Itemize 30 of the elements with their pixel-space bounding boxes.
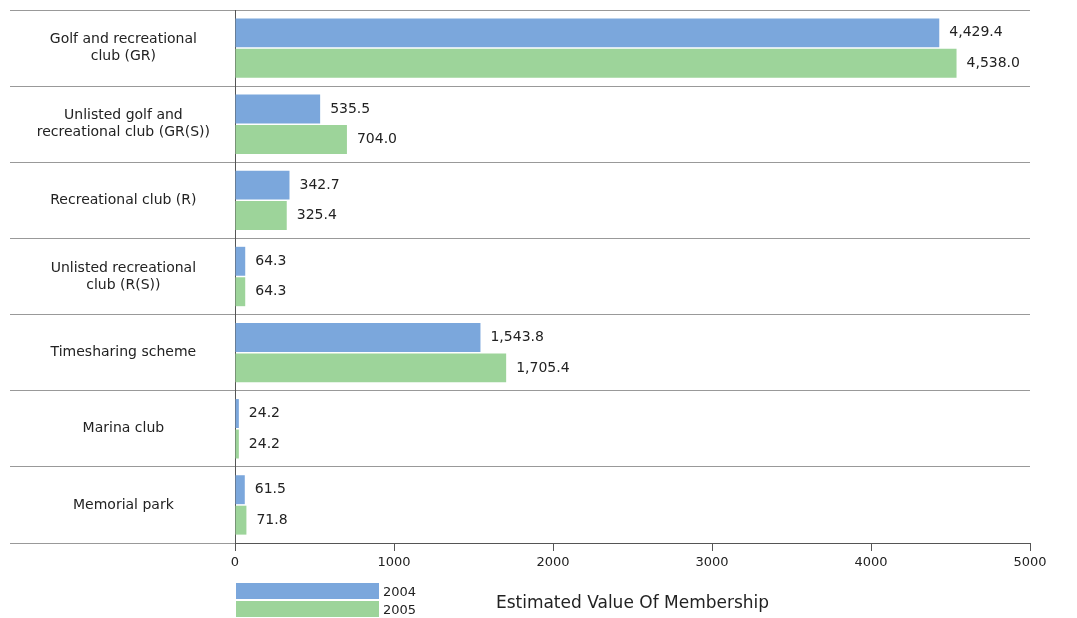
data-label: 64.3 [255,251,287,268]
y-tick-label: Unlisted recreational club (R(S)) [50,258,197,292]
x-tick-label: 4000 [854,554,888,570]
x-tick-label: 2000 [536,554,570,570]
y-tick-label: Timesharing scheme [49,343,197,360]
y-tick-label: Unlisted golf and recreational club (GR(S)) [36,106,210,140]
data-label: 342.7 [299,175,340,192]
x-tick-label: 1000 [377,554,411,570]
y-tick-label: Recreational club (R) [50,191,197,207]
data-label: 1,705.4 [516,358,570,375]
data-label: 535.5 [330,99,371,116]
data-label: 24.2 [248,434,281,451]
x-tick-label: 0 [230,554,240,570]
text: 2005 [383,601,417,617]
data-label: 64.3 [255,282,287,299]
data-label: 1,543.8 [490,328,544,345]
data-label: 4,538.0 [966,53,1020,70]
y-tick-label: Marina club [82,419,165,436]
data-label: 61.5 [254,480,286,497]
data-label: 325.4 [296,206,337,223]
text: 2004 [383,583,417,599]
y-tick-label: Golf and recreational club (GR) [49,30,197,64]
x-tick-label: 3000 [695,554,729,570]
y-tick-label: Memorial park [72,495,175,512]
data-label: 704.0 [356,130,398,147]
data-label: 4,429.4 [949,23,1003,40]
x-tick-label: 5000 [1013,554,1047,570]
x-axis-title: Estimated Value Of Membership [495,592,770,613]
data-label: 24.2 [248,404,281,421]
data-label: 71.8 [256,510,288,527]
